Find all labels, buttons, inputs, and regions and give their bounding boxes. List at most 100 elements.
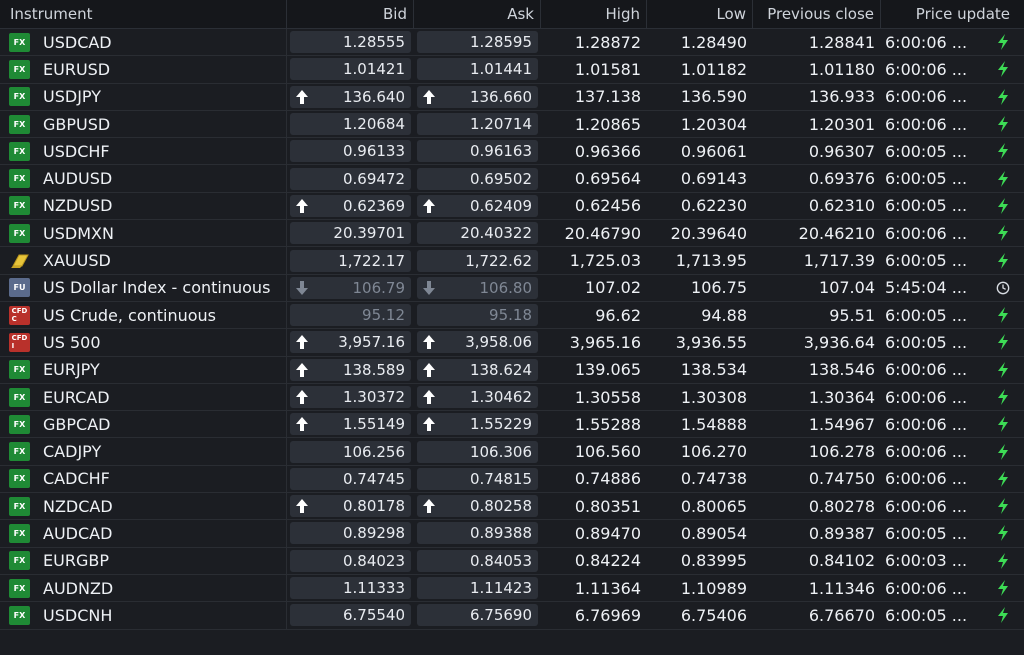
table-row[interactable]: FX EURJPY 138.589 138.624 139.065 138.534 138.… [0, 356, 1024, 384]
bid-cell[interactable]: 20.39701 [287, 220, 414, 246]
bid-button[interactable]: 1.11333 [290, 577, 411, 600]
instrument-cell[interactable]: XAUUSD [0, 247, 287, 274]
table-row[interactable]: FX USDJPY 136.640 136.660 137.138 136.590 136.… [0, 83, 1024, 111]
bid-button[interactable]: 95.12 [290, 304, 411, 327]
instrument-cell[interactable]: FX AUDCAD [0, 520, 287, 547]
bid-cell[interactable]: 0.96133 [287, 138, 414, 164]
instrument-cell[interactable]: FX EURUSD [0, 56, 287, 83]
table-row[interactable]: FX USDCHF 0.96133 0.96163 0.96366 0.96061 0.96… [0, 138, 1024, 166]
ask-cell[interactable]: 1.55229 [414, 411, 541, 437]
ask-button[interactable]: 0.96163 [417, 140, 538, 163]
ask-cell[interactable]: 1.11423 [414, 575, 541, 601]
column-header-previous-close[interactable]: Previous close [753, 0, 881, 28]
ask-cell[interactable]: 95.18 [414, 302, 541, 328]
bid-cell[interactable]: 138.589 [287, 357, 414, 383]
ask-button[interactable]: 0.74815 [417, 467, 538, 490]
ask-cell[interactable]: 1.30462 [414, 384, 541, 410]
table-row[interactable]: FX AUDNZD 1.11333 1.11423 1.11364 1.10989 1.11… [0, 574, 1024, 603]
bid-button[interactable]: 0.62369 [290, 194, 411, 217]
ask-cell[interactable]: 1.01441 [414, 56, 541, 82]
bid-button[interactable]: 0.96133 [290, 140, 411, 163]
bid-cell[interactable]: 0.62369 [287, 193, 414, 219]
ask-cell[interactable]: 1,722.62 [414, 247, 541, 273]
table-row[interactable]: FX AUDUSD 0.69472 0.69502 0.69564 0.69143 0.69… [0, 165, 1024, 193]
instrument-cell[interactable]: FX GBPCAD [0, 411, 287, 438]
column-header-instrument[interactable]: Instrument [0, 0, 287, 28]
table-row[interactable]: CFD I US 500 3,957.16 3,958.06 3,965.16 3,936.… [0, 329, 1024, 357]
instrument-cell[interactable]: FX AUDUSD [0, 165, 287, 192]
table-row[interactable]: FX NZDCAD 0.80178 0.80258 0.80351 0.80065 0.80… [0, 493, 1024, 521]
bid-cell[interactable]: 3,957.16 [287, 329, 414, 355]
table-row[interactable]: FX CADCHF 0.74745 0.74815 0.74886 0.74738 0.74… [0, 465, 1024, 494]
instrument-cell[interactable]: FU US Dollar Index - continuous [0, 274, 287, 301]
instrument-cell[interactable]: FX CADCHF [0, 465, 287, 493]
ask-cell[interactable]: 1.28595 [414, 29, 541, 55]
ask-button[interactable]: 0.89388 [417, 522, 538, 545]
ask-cell[interactable]: 6.75690 [414, 602, 541, 628]
bid-button[interactable]: 138.589 [290, 358, 411, 381]
table-row[interactable]: FU US Dollar Index - continuous 106.79 106.… [0, 274, 1024, 302]
bid-cell[interactable]: 6.75540 [287, 602, 414, 628]
table-row[interactable]: XAUUSD 1,722.17 1,722.62 1,725.03 1,713.95 1,… [0, 247, 1024, 275]
bid-button[interactable]: 0.80178 [290, 495, 411, 518]
bid-cell[interactable]: 1.01421 [287, 56, 414, 82]
table-row[interactable]: FX GBPUSD 1.20684 1.20714 1.20865 1.20304 1.20… [0, 110, 1024, 139]
ask-button[interactable]: 1.28595 [417, 31, 538, 54]
table-row[interactable]: FX NZDUSD 0.62369 0.62409 0.62456 0.62230 0.62… [0, 192, 1024, 221]
ask-cell[interactable]: 0.74815 [414, 466, 541, 492]
bid-cell[interactable]: 1.11333 [287, 575, 414, 601]
ask-button[interactable]: 3,958.06 [417, 331, 538, 354]
ask-button[interactable]: 6.75690 [417, 604, 538, 627]
bid-cell[interactable]: 0.74745 [287, 466, 414, 492]
bid-button[interactable]: 6.75540 [290, 604, 411, 627]
bid-button[interactable]: 1.55149 [290, 413, 411, 436]
instrument-cell[interactable]: FX CADJPY [0, 438, 287, 465]
ask-cell[interactable]: 0.62409 [414, 193, 541, 219]
bid-button[interactable]: 0.89298 [290, 522, 411, 545]
ask-cell[interactable]: 3,958.06 [414, 329, 541, 355]
table-row[interactable]: FX AUDCAD 0.89298 0.89388 0.89470 0.89054 0.89… [0, 520, 1024, 548]
bid-button[interactable]: 1.28555 [290, 31, 411, 54]
bid-button[interactable]: 1.30372 [290, 386, 411, 408]
instrument-cell[interactable]: FX EURJPY [0, 356, 287, 383]
table-row[interactable]: FX USDCAD 1.28555 1.28595 1.28872 1.28490 1.28… [0, 29, 1024, 57]
ask-cell[interactable]: 0.69502 [414, 165, 541, 191]
table-row[interactable]: FX EURUSD 1.01421 1.01441 1.01581 1.01182 1.01… [0, 56, 1024, 84]
instrument-cell[interactable]: FX USDJPY [0, 83, 287, 110]
column-header-bid[interactable]: Bid [287, 0, 414, 28]
table-row[interactable]: FX EURCAD 1.30372 1.30462 1.30558 1.30308 1.30… [0, 383, 1024, 412]
instrument-cell[interactable]: FX USDCHF [0, 138, 287, 165]
instrument-cell[interactable]: FX AUDNZD [0, 574, 287, 602]
ask-button[interactable]: 1.30462 [417, 386, 538, 408]
bid-cell[interactable]: 1.20684 [287, 111, 414, 137]
column-header-ask[interactable]: Ask [414, 0, 541, 28]
table-row[interactable]: FX GBPCAD 1.55149 1.55229 1.55288 1.54888 1.54… [0, 411, 1024, 439]
bid-button[interactable]: 1.20684 [290, 113, 411, 136]
bid-button[interactable]: 106.256 [290, 440, 411, 463]
ask-button[interactable]: 1,722.62 [417, 249, 538, 272]
column-header-low[interactable]: Low [647, 0, 753, 28]
bid-cell[interactable]: 106.256 [287, 438, 414, 464]
ask-button[interactable]: 0.69502 [417, 167, 538, 190]
instrument-cell[interactable]: CFD C US Crude, continuous [0, 301, 287, 329]
ask-button[interactable]: 0.84053 [417, 549, 538, 572]
instrument-cell[interactable]: FX NZDUSD [0, 192, 287, 220]
instrument-cell[interactable]: FX NZDCAD [0, 493, 287, 520]
bid-button[interactable]: 136.640 [290, 85, 411, 108]
instrument-cell[interactable]: FX USDCNH [0, 602, 287, 629]
ask-cell[interactable]: 0.84053 [414, 548, 541, 574]
ask-cell[interactable]: 0.89388 [414, 520, 541, 546]
ask-cell[interactable]: 20.40322 [414, 220, 541, 246]
ask-button[interactable]: 95.18 [417, 304, 538, 327]
ask-button[interactable]: 106.80 [417, 276, 538, 299]
bid-cell[interactable]: 0.89298 [287, 520, 414, 546]
bid-cell[interactable]: 106.79 [287, 275, 414, 301]
bid-button[interactable]: 0.74745 [290, 467, 411, 490]
table-row[interactable]: FX USDMXN 20.39701 20.40322 20.46790 20.39640… [0, 220, 1024, 248]
instrument-cell[interactable]: FX GBPUSD [0, 110, 287, 138]
instrument-cell[interactable]: FX EURCAD [0, 383, 287, 411]
ask-button[interactable]: 1.20714 [417, 113, 538, 136]
bid-cell[interactable]: 136.640 [287, 84, 414, 110]
instrument-cell[interactable]: FX EURGBP [0, 547, 287, 574]
ask-cell[interactable]: 0.80258 [414, 493, 541, 519]
